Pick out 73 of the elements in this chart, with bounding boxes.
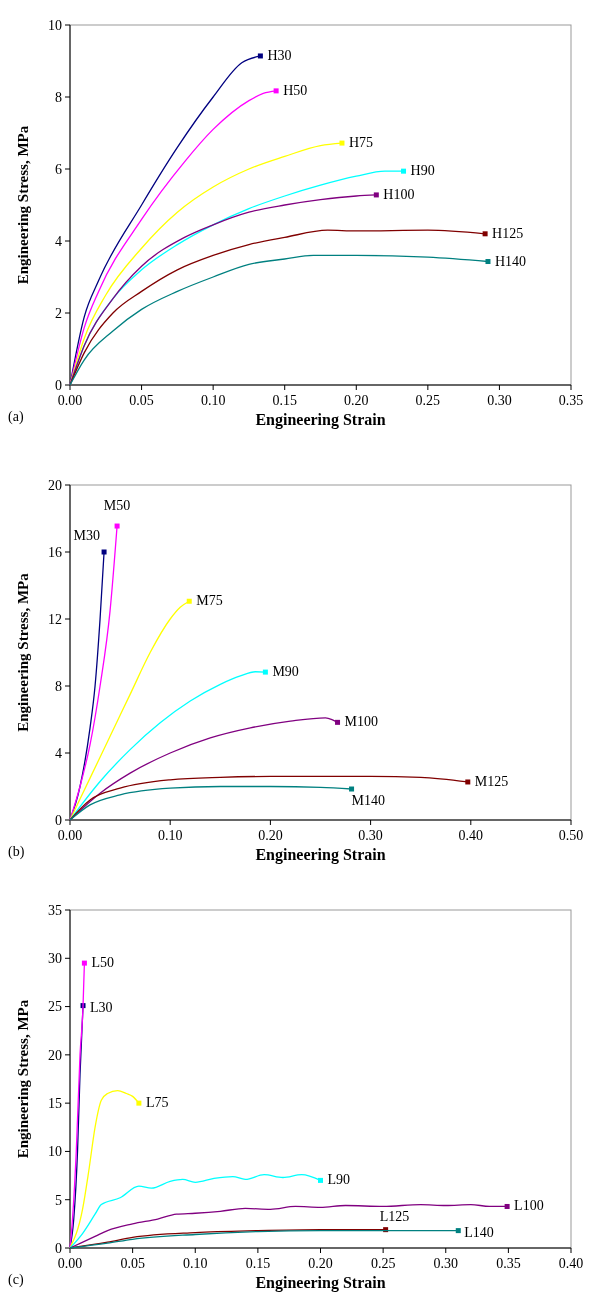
y-tick-label: 0	[55, 812, 62, 828]
y-tick-label: 15	[48, 1096, 62, 1112]
x-tick-label: 0.20	[308, 1256, 333, 1271]
x-tick-label: 0.15	[272, 393, 297, 408]
x-tick-label: 0.30	[433, 1256, 458, 1271]
x-axis-title: Engineering Strain	[255, 411, 386, 429]
y-tick-label: 16	[48, 544, 62, 560]
x-tick-label: 0.40	[558, 1256, 584, 1271]
series-label: M140	[351, 793, 386, 809]
series-label: L50	[91, 955, 114, 971]
x-tick-label: 0.00	[57, 393, 83, 408]
y-tick-label: 35	[48, 902, 62, 918]
series-label: H100	[383, 186, 415, 202]
series-label: M90	[272, 664, 299, 680]
text: (b)	[8, 844, 25, 860]
x-tick-label: 0.30	[487, 393, 512, 408]
y-tick-label: 6	[55, 161, 62, 177]
y-tick-label: 8	[55, 678, 62, 694]
x-tick-label: 0.15	[245, 1256, 271, 1271]
y-tick-label: 0	[55, 1240, 62, 1256]
y-tick-label: 2	[55, 305, 62, 321]
series-label: L140	[464, 1224, 494, 1240]
x-tick-label: 0.20	[258, 828, 283, 843]
x-tick-label: 0.10	[183, 1256, 208, 1271]
y-tick-label: 30	[48, 951, 62, 967]
y-axis-title: Engineering Stress, MPa	[15, 125, 31, 285]
y-axis-title: Engineering Stress, MPa	[15, 999, 31, 1159]
y-tick-label: 25	[48, 999, 62, 1015]
series-label: M100	[344, 714, 378, 730]
y-tick-label: 4	[55, 745, 62, 761]
series-label: H90	[410, 163, 435, 179]
x-tick-label: 0.30	[358, 828, 383, 843]
y-tick-label: 8	[55, 89, 62, 105]
series-label: H50	[283, 82, 308, 98]
x-axis-title: Engineering Strain	[255, 1274, 386, 1292]
series-label: H75	[348, 135, 374, 151]
x-tick-label: 0.25	[415, 393, 441, 408]
y-tick-label: 0	[55, 377, 62, 393]
y-tick-label: 10	[48, 17, 62, 33]
series-label: L75	[145, 1095, 169, 1111]
text: (c)	[8, 1272, 24, 1288]
x-tick-label: 0.25	[370, 1256, 396, 1271]
series-label: M30	[73, 528, 101, 543]
x-tick-label: 0.10	[200, 393, 226, 408]
x-axis-title: Engineering Strain	[255, 846, 386, 864]
x-tick-label: 0.40	[458, 828, 484, 843]
x-tick-label: 0.35	[558, 393, 584, 408]
y-tick-label: 5	[55, 1192, 62, 1208]
x-tick-label: 0.05	[129, 393, 154, 408]
series-label: H140	[494, 253, 527, 269]
series-label: M50	[103, 498, 131, 514]
series-label: H30	[267, 47, 292, 63]
series-label: M125	[474, 773, 509, 789]
x-tick-label: 0.05	[120, 1256, 145, 1271]
x-tick-label: 0.00	[57, 1256, 83, 1271]
x-tick-label: 0.50	[558, 828, 584, 843]
y-tick-label: 12	[48, 611, 62, 627]
x-tick-label: 0.00	[57, 828, 83, 843]
series-label: L100	[514, 1198, 544, 1214]
text: (a)	[8, 409, 24, 425]
y-tick-label: 4	[55, 233, 62, 249]
series-label: L90	[327, 1172, 351, 1188]
series-label: H125	[492, 225, 524, 241]
y-tick-label: 20	[48, 477, 62, 493]
x-tick-label: 0.10	[157, 828, 183, 843]
x-tick-label: 0.35	[496, 1256, 521, 1271]
series-label: L30	[90, 999, 113, 1015]
series-label: L125	[379, 1208, 410, 1224]
y-tick-label: 20	[48, 1047, 62, 1063]
y-tick-label: 10	[48, 1144, 62, 1160]
y-axis-title: Engineering Stress, MPa	[15, 572, 31, 732]
x-tick-label: 0.20	[344, 393, 369, 408]
series-label: M75	[196, 593, 223, 609]
